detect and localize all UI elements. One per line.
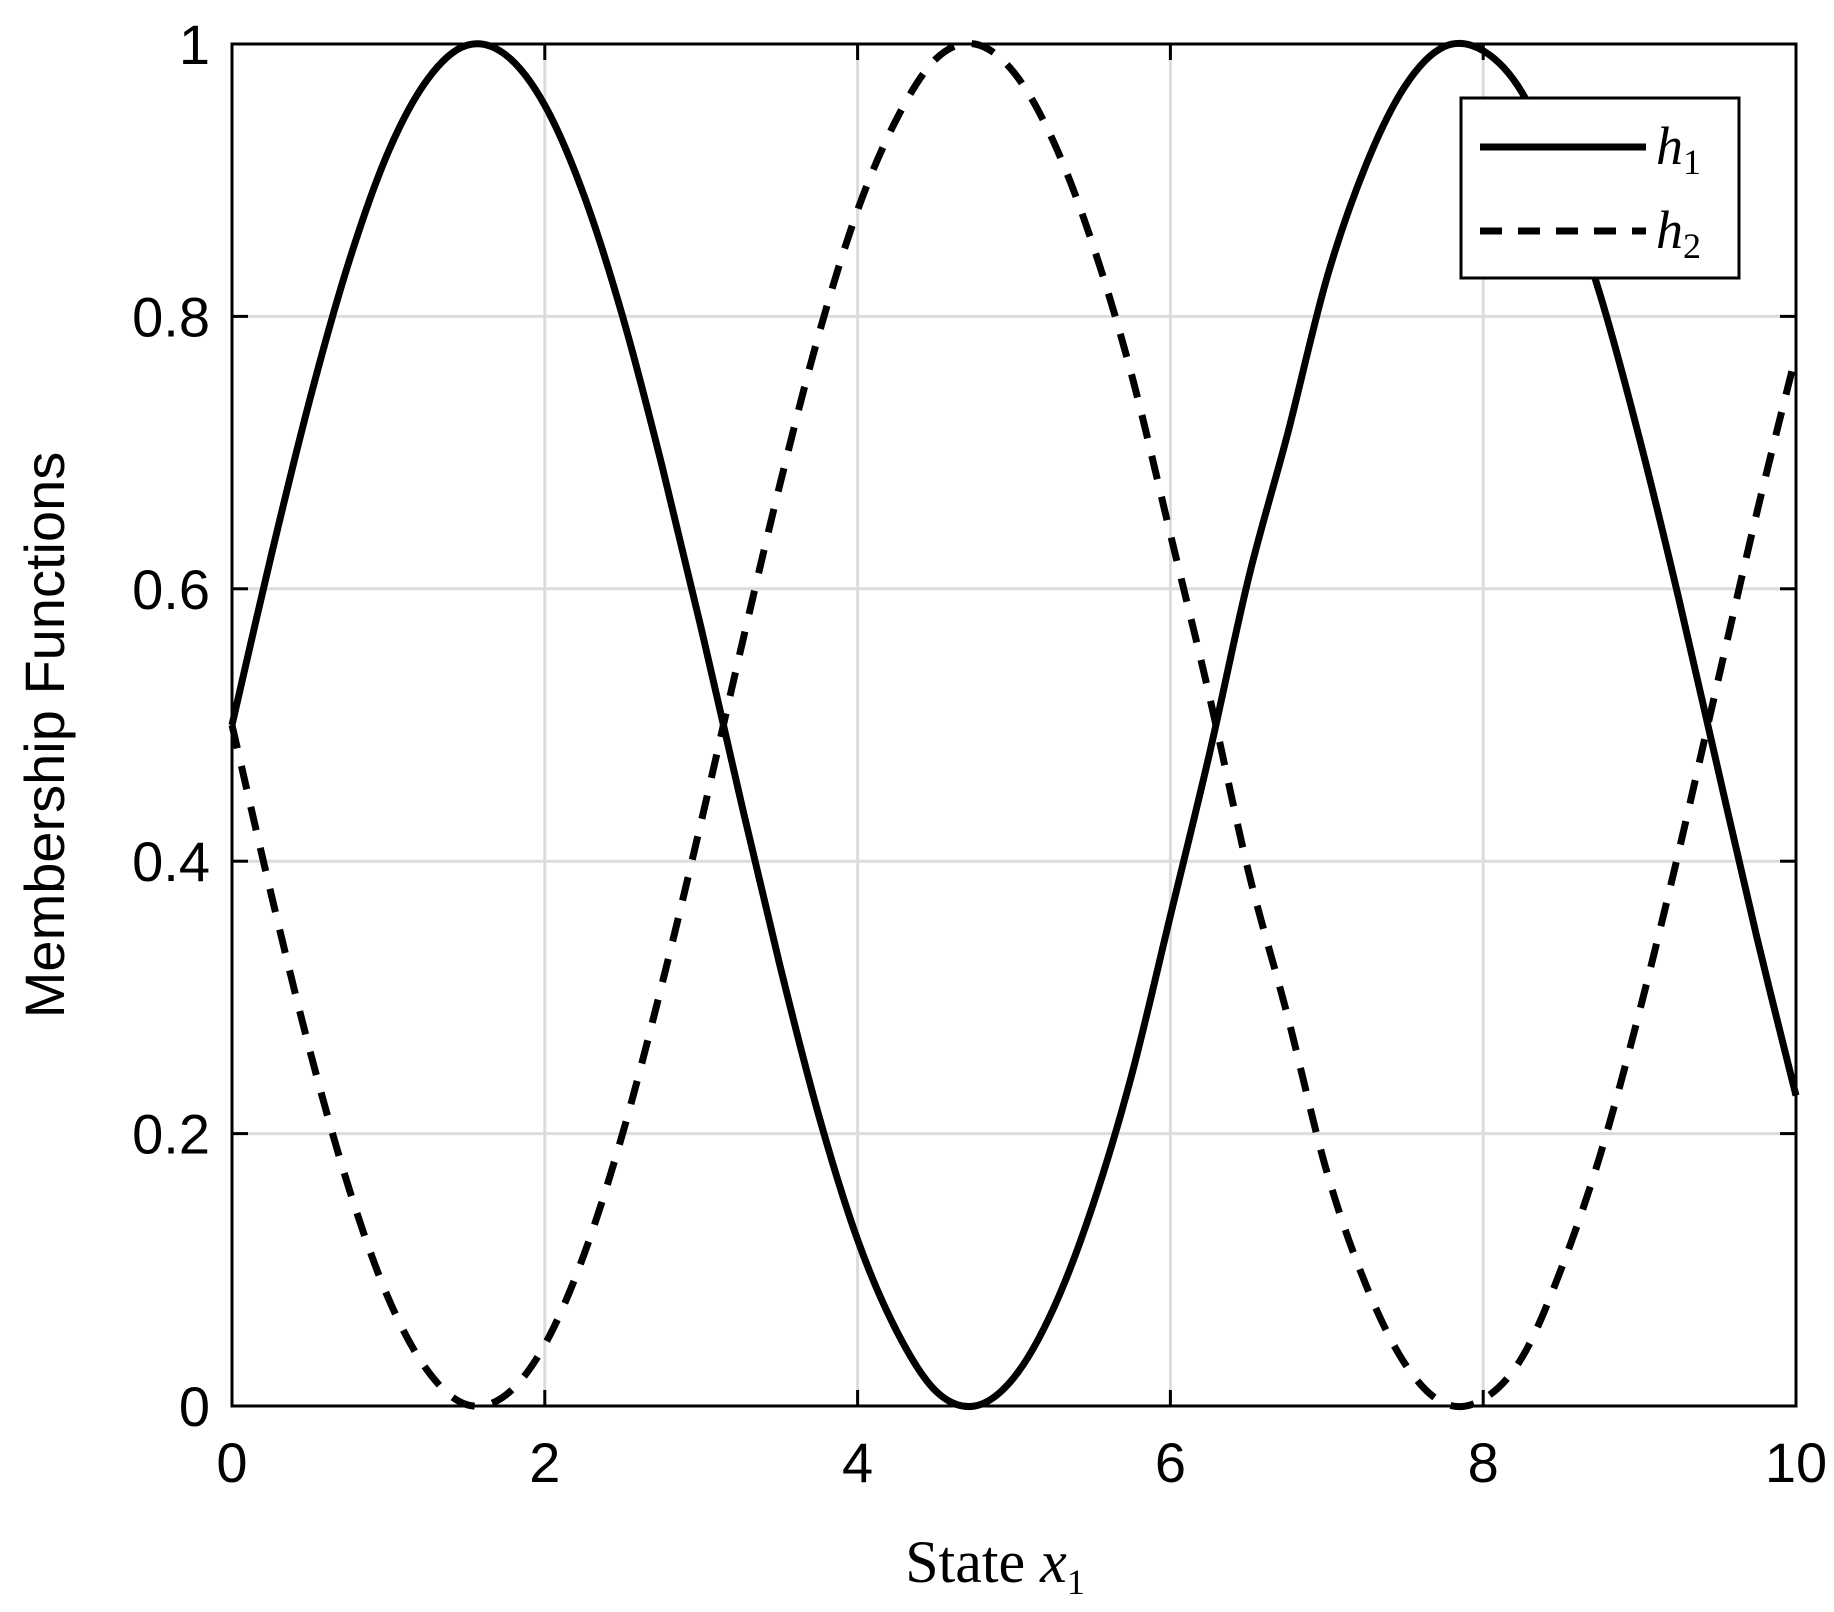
y-tick-label-1: 0.2 <box>132 1103 210 1166</box>
x-tick-label-1: 2 <box>529 1431 560 1494</box>
x-axis-label-subscript: 1 <box>1067 1562 1085 1602</box>
legend-label-h1: h1 <box>1656 116 1701 182</box>
legend-label-h2-sub: 2 <box>1683 226 1701 266</box>
x-tick-label-0: 0 <box>216 1431 247 1494</box>
legend-box <box>1459 96 1741 280</box>
x-tick-label-4: 8 <box>1468 1431 1499 1494</box>
legend-label-h2-name: h <box>1656 200 1683 260</box>
y-tick-label-5: 1 <box>179 13 210 76</box>
y-tick-label-2: 0.4 <box>132 830 210 893</box>
plot-area-frame <box>230 42 1798 1408</box>
legend: h1 h2 <box>1459 96 1741 280</box>
y-tick-label-0: 0 <box>179 1375 210 1438</box>
x-tick-label-2: 4 <box>842 1431 873 1494</box>
y-tick-label-3: 0.6 <box>132 558 210 621</box>
x-tick-label-5: 10 <box>1765 1431 1827 1494</box>
x-tick-label-3: 6 <box>1155 1431 1186 1494</box>
y-tick-label-4: 0.8 <box>132 285 210 348</box>
x-axis-label: State x1 <box>905 1529 1085 1602</box>
axis-ticks: 0 2 4 6 8 10 0 0.2 0.4 0.6 0.8 1 <box>132 13 1827 1494</box>
y-axis-label: Membership Functions <box>13 452 76 1018</box>
legend-label-h2: h2 <box>1656 200 1701 266</box>
legend-label-h1-sub: 1 <box>1683 142 1701 182</box>
x-axis-label-variable: x <box>1039 1529 1067 1595</box>
x-axis-label-prefix: State <box>905 1529 1040 1595</box>
series-line-h2 <box>228 39 1800 1411</box>
legend-label-h1-name: h <box>1656 116 1683 176</box>
